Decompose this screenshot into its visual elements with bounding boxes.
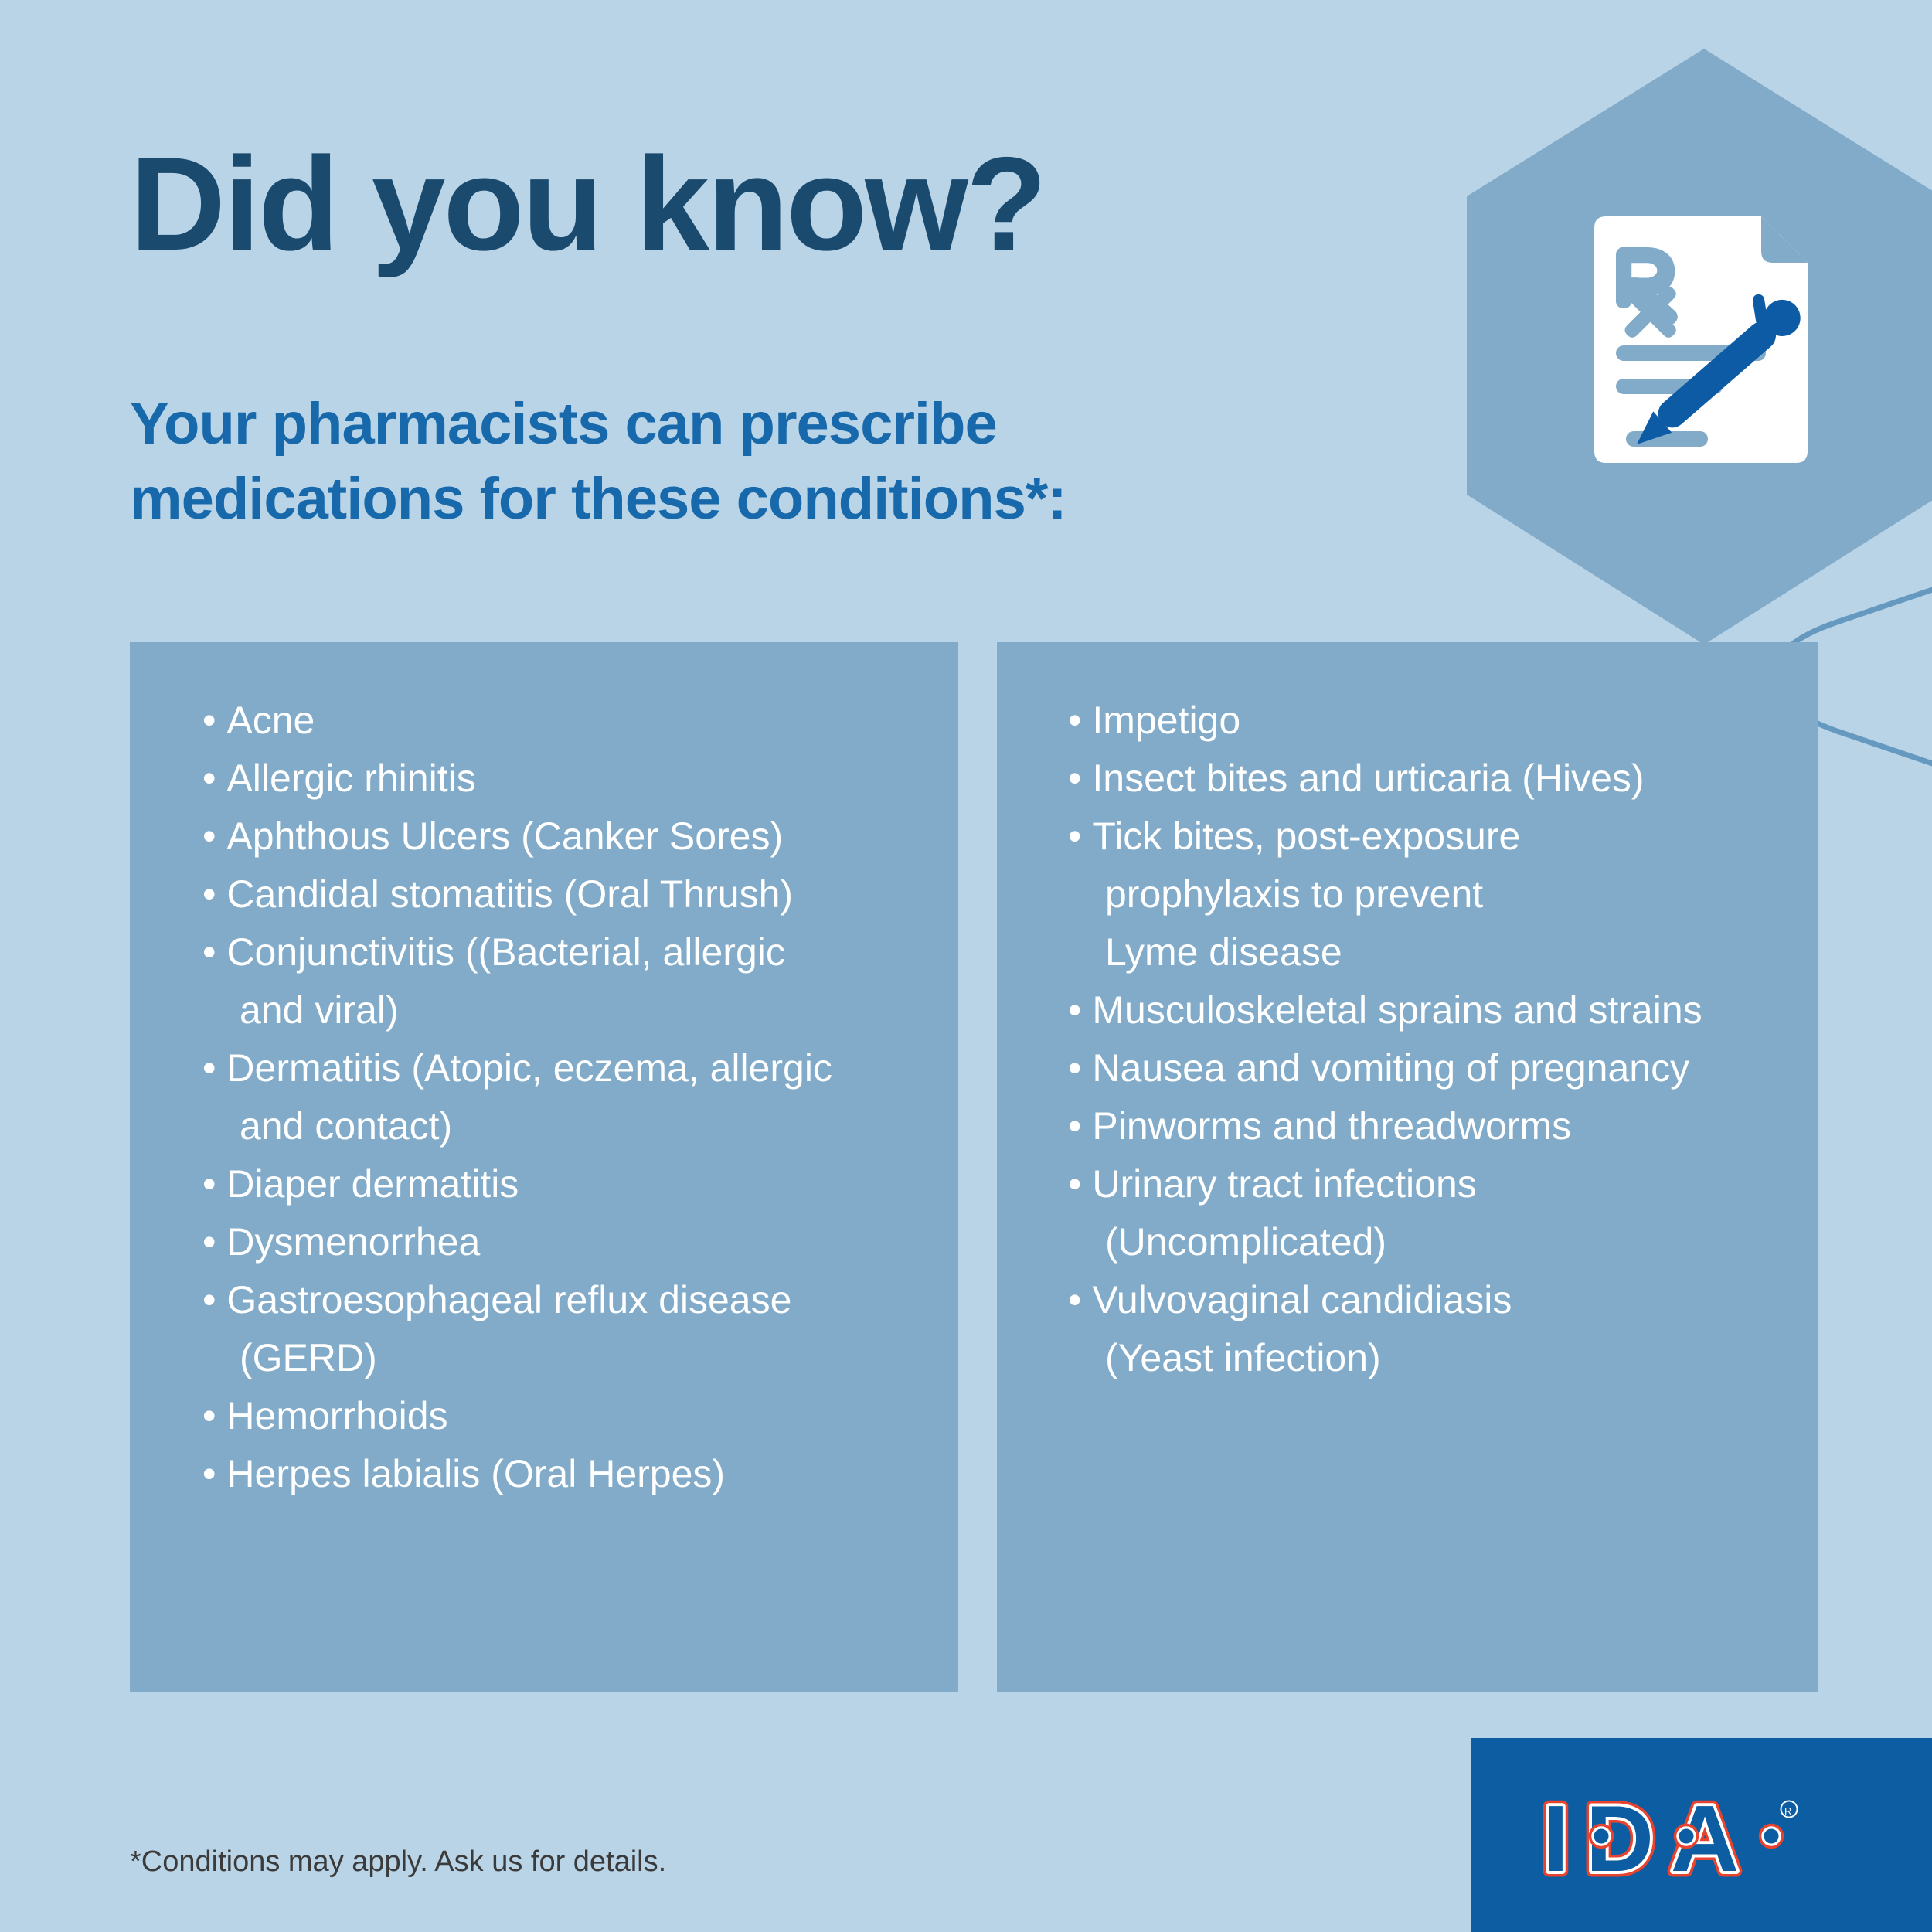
svg-text:R: R [1784, 1805, 1791, 1817]
svg-text:IDA: IDA [1543, 1786, 1756, 1891]
